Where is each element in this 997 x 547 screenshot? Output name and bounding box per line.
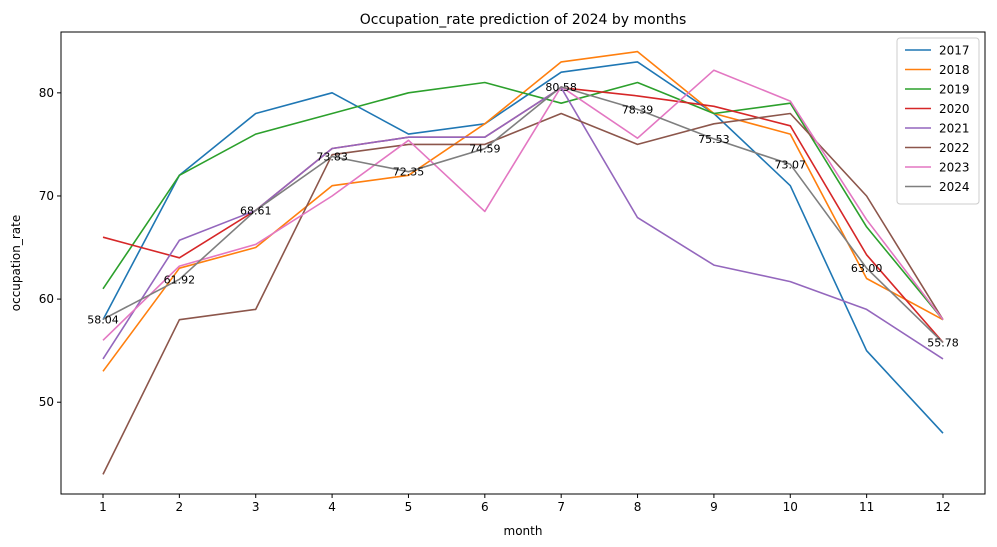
- data-label: 80.58: [545, 81, 577, 94]
- x-tick-label: 12: [935, 500, 950, 514]
- data-label: 68.61: [240, 204, 272, 217]
- x-tick-label: 10: [783, 500, 798, 514]
- x-tick-label: 8: [634, 500, 642, 514]
- x-tick-label: 9: [710, 500, 718, 514]
- series-line-2020: [102, 86, 944, 343]
- data-label: 78.39: [622, 103, 654, 116]
- series-line-2021: [102, 86, 944, 360]
- legend-label: 2024: [939, 180, 970, 194]
- legend-label: 2018: [939, 63, 970, 77]
- plot-area: [60, 31, 986, 495]
- data-label: 63.00: [851, 262, 883, 275]
- y-axis: 50 60 70 80: [39, 86, 61, 409]
- x-tick-label: 3: [252, 500, 260, 514]
- legend-label: 2023: [939, 161, 970, 175]
- x-axis: 1 2 3 4 5 6 7 8 9 10 11 12: [99, 494, 951, 514]
- series-line-2018: [102, 50, 944, 372]
- data-label: 74.59: [469, 143, 501, 156]
- data-label: 75.53: [698, 133, 730, 146]
- y-tick-label: 70: [39, 189, 54, 203]
- series-lines: [102, 50, 944, 475]
- data-label: 73.07: [775, 158, 807, 171]
- legend-label: 2020: [939, 102, 970, 116]
- data-label: 58.04: [87, 313, 119, 326]
- data-label: 72.35: [393, 166, 425, 179]
- x-tick-label: 1: [99, 500, 107, 514]
- data-label: 55.78: [927, 337, 959, 350]
- chart-title: Occupation_rate prediction of 2024 by mo…: [360, 12, 687, 28]
- x-tick-label: 2: [176, 500, 184, 514]
- x-tick-label: 11: [859, 500, 874, 514]
- y-axis-label: occupation_rate: [9, 215, 23, 311]
- series-line-2023: [102, 69, 944, 341]
- x-tick-label: 7: [557, 500, 565, 514]
- legend-label: 2022: [939, 141, 970, 155]
- x-axis-label: month: [504, 524, 543, 538]
- legend-label: 2017: [939, 44, 970, 58]
- data-label: 73.83: [316, 150, 348, 163]
- x-tick-label: 4: [328, 500, 336, 514]
- series-line-2022: [102, 112, 944, 475]
- y-tick-label: 80: [39, 86, 54, 100]
- y-tick-label: 50: [39, 395, 54, 409]
- series-line-2017: [102, 61, 944, 434]
- data-label: 61.92: [164, 273, 196, 286]
- legend: 2017 2018 2019 2020 2021 2022 2023 2024: [896, 37, 980, 205]
- legend-label: 2019: [939, 83, 970, 97]
- x-tick-label: 5: [405, 500, 413, 514]
- legend-box: [896, 37, 980, 205]
- x-tick-label: 6: [481, 500, 489, 514]
- data-labels: 58.04 61.92 68.61 73.83 72.35 74.59 80.58 78.39…: [87, 81, 959, 350]
- series-line-2024: [102, 86, 944, 344]
- legend-label: 2021: [939, 122, 970, 136]
- y-tick-label: 60: [39, 292, 54, 306]
- series-line-2019: [102, 81, 944, 321]
